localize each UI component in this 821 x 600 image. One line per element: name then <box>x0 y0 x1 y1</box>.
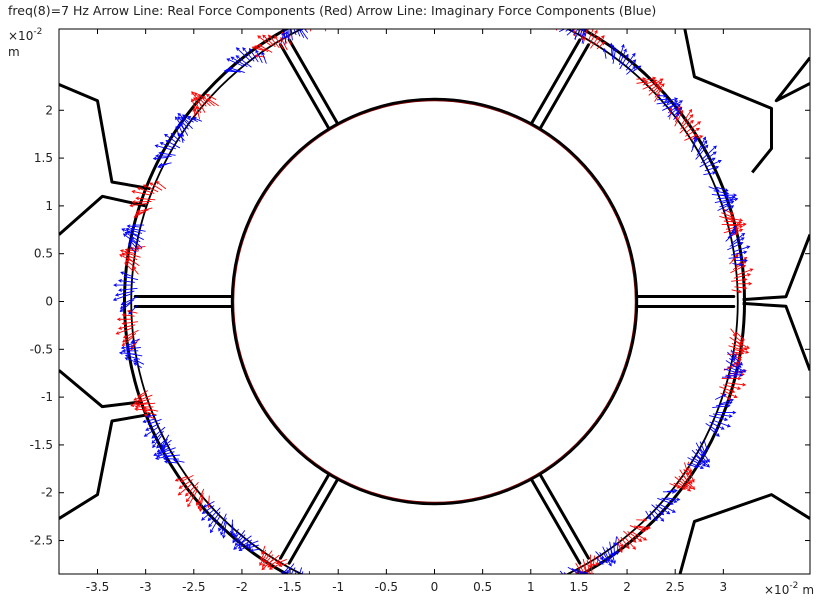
imaginary-force-arrow-cluster <box>142 414 170 454</box>
x-tick-label: 2.5 <box>666 580 685 594</box>
x-tick-label: 1.5 <box>569 580 588 594</box>
stator-spoke <box>279 43 331 131</box>
outer-housing-line <box>59 369 142 409</box>
x-tick-label: -1.5 <box>278 580 301 594</box>
force-arrow-layer <box>112 0 754 600</box>
real-force-arrow-cluster <box>669 461 696 492</box>
imaginary-force-arrow-cluster <box>595 536 620 567</box>
x-tick-label: -2.5 <box>182 580 205 594</box>
imaginary-force-arrow-cluster <box>342 585 371 600</box>
imaginary-force-arrow-cluster <box>112 271 139 315</box>
y-tick-label: 0.5 <box>34 247 53 261</box>
y-scale-label: ×10-2 <box>8 27 42 43</box>
y-tick-label: -1.5 <box>30 438 53 452</box>
outer-housing-line <box>678 493 810 574</box>
real-force-arrow-cluster <box>130 390 159 420</box>
imaginary-force-arrow-cluster <box>309 5 348 27</box>
y-tick-label: 1.5 <box>34 151 53 165</box>
stator-spoke <box>529 38 582 126</box>
rotor-circle <box>230 97 639 506</box>
imaginary-force-arrow-cluster <box>232 528 260 553</box>
x-tick-label: 0.5 <box>473 580 492 594</box>
real-force-arrow-cluster <box>129 180 167 218</box>
geometry-layer <box>59 29 810 574</box>
imaginary-force-arrow-cluster <box>705 393 737 437</box>
imaginary-force-arrow-cluster <box>686 440 711 469</box>
x-tick-label: -2 <box>236 580 248 594</box>
real-force-arrow-cluster <box>616 518 652 553</box>
imaginary-force-arrow-cluster <box>645 488 681 522</box>
y-unit-label: m <box>8 45 20 59</box>
y-tick-label: 1 <box>45 199 53 213</box>
imaginary-force-arrow-cluster <box>121 223 146 254</box>
imaginary-force-arrow-cluster <box>175 113 202 143</box>
imaginary-force-arrow-cluster <box>691 135 722 176</box>
outer-housing-line <box>742 301 810 371</box>
outer-housing-line <box>742 234 810 302</box>
outer-housing-line <box>59 194 146 236</box>
y-axis: -2.5 -2 -1.5 -1 -0.5 0 0.5 1 1.5 2 <box>30 103 810 548</box>
real-force-arrow-cluster <box>719 208 747 239</box>
stator-spoke <box>538 472 590 560</box>
imaginary-force-arrow-cluster <box>152 132 185 169</box>
imaginary-force-arrow-cluster <box>118 338 145 369</box>
real-force-arrow-cluster <box>729 252 754 294</box>
outer-housing-line <box>683 29 773 174</box>
stator-spoke <box>529 477 582 565</box>
y-tick-label: 2 <box>45 103 53 117</box>
x-tick-label: 0 <box>431 580 439 594</box>
rotor-boundary-field <box>233 100 636 503</box>
real-force-arrow-cluster <box>306 29 327 32</box>
x-tick-label: -3.5 <box>86 580 109 594</box>
stator-spoke <box>538 43 590 131</box>
chart-title: freq(8)=7 Hz Arrow Line: Real Force Comp… <box>8 3 657 18</box>
y-tick-label: -1 <box>41 390 53 404</box>
x-scale-label: ×10-2 m <box>764 581 814 597</box>
stator-spoke <box>287 477 340 565</box>
imaginary-force-arrow-cluster <box>656 94 683 121</box>
imaginary-force-arrow-cluster <box>602 42 642 75</box>
x-axis: -3.5 -3 -2.5 -2 -1.5 -1 -0.5 0 0.5 1 1.5 2 2.5 3 <box>86 29 727 594</box>
imaginary-force-arrow-cluster <box>708 186 739 212</box>
real-force-arrow-cluster <box>190 91 219 120</box>
imaginary-force-arrow-cluster <box>280 29 309 45</box>
outer-housing-line <box>774 56 810 103</box>
imaginary-force-arrow-cluster <box>201 500 235 539</box>
outer-housing-line <box>59 83 151 191</box>
x-tick-label: 2 <box>623 580 631 594</box>
real-force-arrow-cluster <box>377 594 407 600</box>
outer-housing-line <box>59 412 151 520</box>
real-force-arrow-cluster <box>259 545 288 571</box>
x-tick-label: 3 <box>720 580 728 594</box>
imaginary-force-arrow-cluster <box>725 225 751 267</box>
x-tick-label: -0.5 <box>375 580 398 594</box>
stator-outer-ring <box>123 29 746 574</box>
x-tick-label: -1 <box>332 580 344 594</box>
x-tick-label: 1 <box>527 580 535 594</box>
stator-spoke <box>287 38 340 126</box>
imaginary-force-arrow-cluster <box>508 0 548 22</box>
imaginary-force-arrow-cluster <box>223 47 267 74</box>
y-tick-label: -0.5 <box>30 342 53 356</box>
y-tick-label: -2.5 <box>30 534 53 548</box>
y-tick-label: -2 <box>41 486 53 500</box>
y-tick-label: 0 <box>45 295 53 309</box>
imaginary-force-arrow-cluster <box>153 439 185 464</box>
x-tick-label: -3 <box>140 580 152 594</box>
real-force-arrow-cluster <box>555 29 558 31</box>
stator-spoke <box>279 472 331 560</box>
imaginary-force-arrow-cluster <box>721 349 747 379</box>
real-force-arrow-cluster <box>636 76 665 102</box>
real-force-arrow-cluster <box>174 474 211 512</box>
